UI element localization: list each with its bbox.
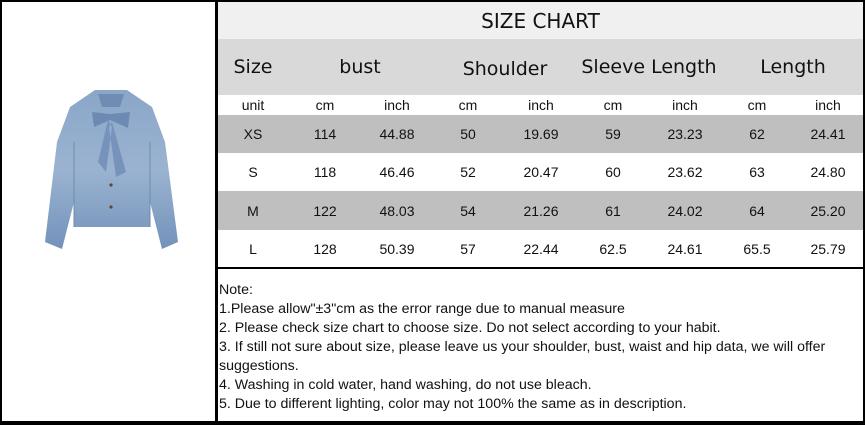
table-row: XS 114 44.88 50 19.69 59 23.23 62 24.41	[218, 115, 863, 153]
cell: S	[248, 164, 258, 180]
header-sleeve-length: Sleeve Length	[581, 56, 717, 78]
note-line: suggestions.	[219, 358, 299, 374]
note-line: 3. If still not sure about size, please …	[219, 339, 826, 355]
cell: 24.80	[810, 164, 846, 180]
cell: 128	[313, 240, 337, 257]
cell: 61	[605, 202, 621, 219]
size-chart-title-row: SIZE CHART	[218, 2, 863, 39]
table-row: M 122 48.03 54 21.26 61 24.02 64 25.20	[218, 191, 863, 230]
cell: 52	[460, 164, 476, 180]
cell: 24.02	[667, 202, 703, 219]
cell: 50	[460, 126, 476, 142]
cell: cm	[315, 97, 335, 113]
cell: 54	[460, 202, 476, 219]
cell: 25.79	[810, 240, 846, 257]
header-row: Size bust Shoulder Sleeve Length Length	[218, 39, 863, 95]
note-line: 1.Please allow"±3"cm as the error range …	[219, 301, 625, 317]
cell: M	[247, 202, 259, 219]
cell: 22.44	[523, 240, 559, 257]
cell: 44.88	[379, 126, 415, 142]
cell: 19.69	[523, 126, 559, 142]
size-chart-title: SIZE CHART	[481, 8, 600, 33]
cell: 23.23	[667, 126, 703, 142]
cell: inch	[815, 97, 841, 113]
cell: 24.61	[667, 240, 703, 257]
cell: 62.5	[599, 240, 627, 257]
header-length: Length	[760, 56, 826, 78]
product-image-panel	[2, 2, 215, 421]
cell: 62	[749, 126, 765, 142]
cell: cm	[747, 97, 767, 113]
divider	[218, 267, 863, 269]
cell: 118	[313, 164, 337, 180]
cell: 25.20	[810, 202, 846, 219]
note-line: Note:	[219, 282, 253, 298]
note-line: 2. Please check size chart to choose siz…	[219, 320, 721, 336]
cell: 20.47	[523, 164, 559, 180]
cell: 50.39	[379, 240, 415, 257]
cell: unit	[241, 97, 265, 113]
cell: inch	[528, 97, 554, 113]
cell: 63	[749, 164, 765, 180]
table-row: S 118 46.46 52 20.47 60 23.62 63 24.80	[218, 153, 863, 191]
cell: L	[249, 240, 257, 257]
units-row: unit cm inch cm inch cm inch cm inch	[218, 95, 863, 115]
cell: inch	[672, 97, 698, 113]
cell: inch	[384, 97, 410, 113]
cell: 48.03	[379, 202, 415, 219]
cell: 24.41	[810, 126, 846, 142]
cell: 57	[460, 240, 476, 257]
size-chart-table: SIZE CHART Size bust Shoulder Sleeve Len…	[218, 2, 863, 421]
notes-section: Note: 1.Please allow"±3"cm as the error r…	[219, 281, 863, 414]
note-line: 5. Due to different lighting, color may …	[219, 396, 687, 412]
note-line: 4. Washing in cold water, hand washing, …	[219, 377, 592, 393]
cell: 23.62	[667, 164, 703, 180]
cell: 59	[605, 126, 621, 142]
cell: 65.5	[743, 240, 771, 257]
cell: 46.46	[379, 164, 415, 180]
table-row: L 128 50.39 57 22.44 62.5 24.61 65.5 25.79	[218, 230, 863, 267]
header-shoulder: Shoulder	[462, 58, 548, 80]
cell: 64	[749, 202, 765, 219]
cell: 114	[313, 126, 337, 142]
cell: 122	[313, 202, 337, 219]
cell: 21.26	[523, 202, 559, 219]
header-size: Size	[233, 56, 273, 78]
cell: cm	[458, 97, 478, 113]
cell: XS	[243, 126, 263, 142]
header-bust: bust	[339, 56, 381, 78]
cell: cm	[603, 97, 623, 113]
denim-blouse-image	[45, 90, 178, 249]
cell: 60	[605, 164, 621, 180]
